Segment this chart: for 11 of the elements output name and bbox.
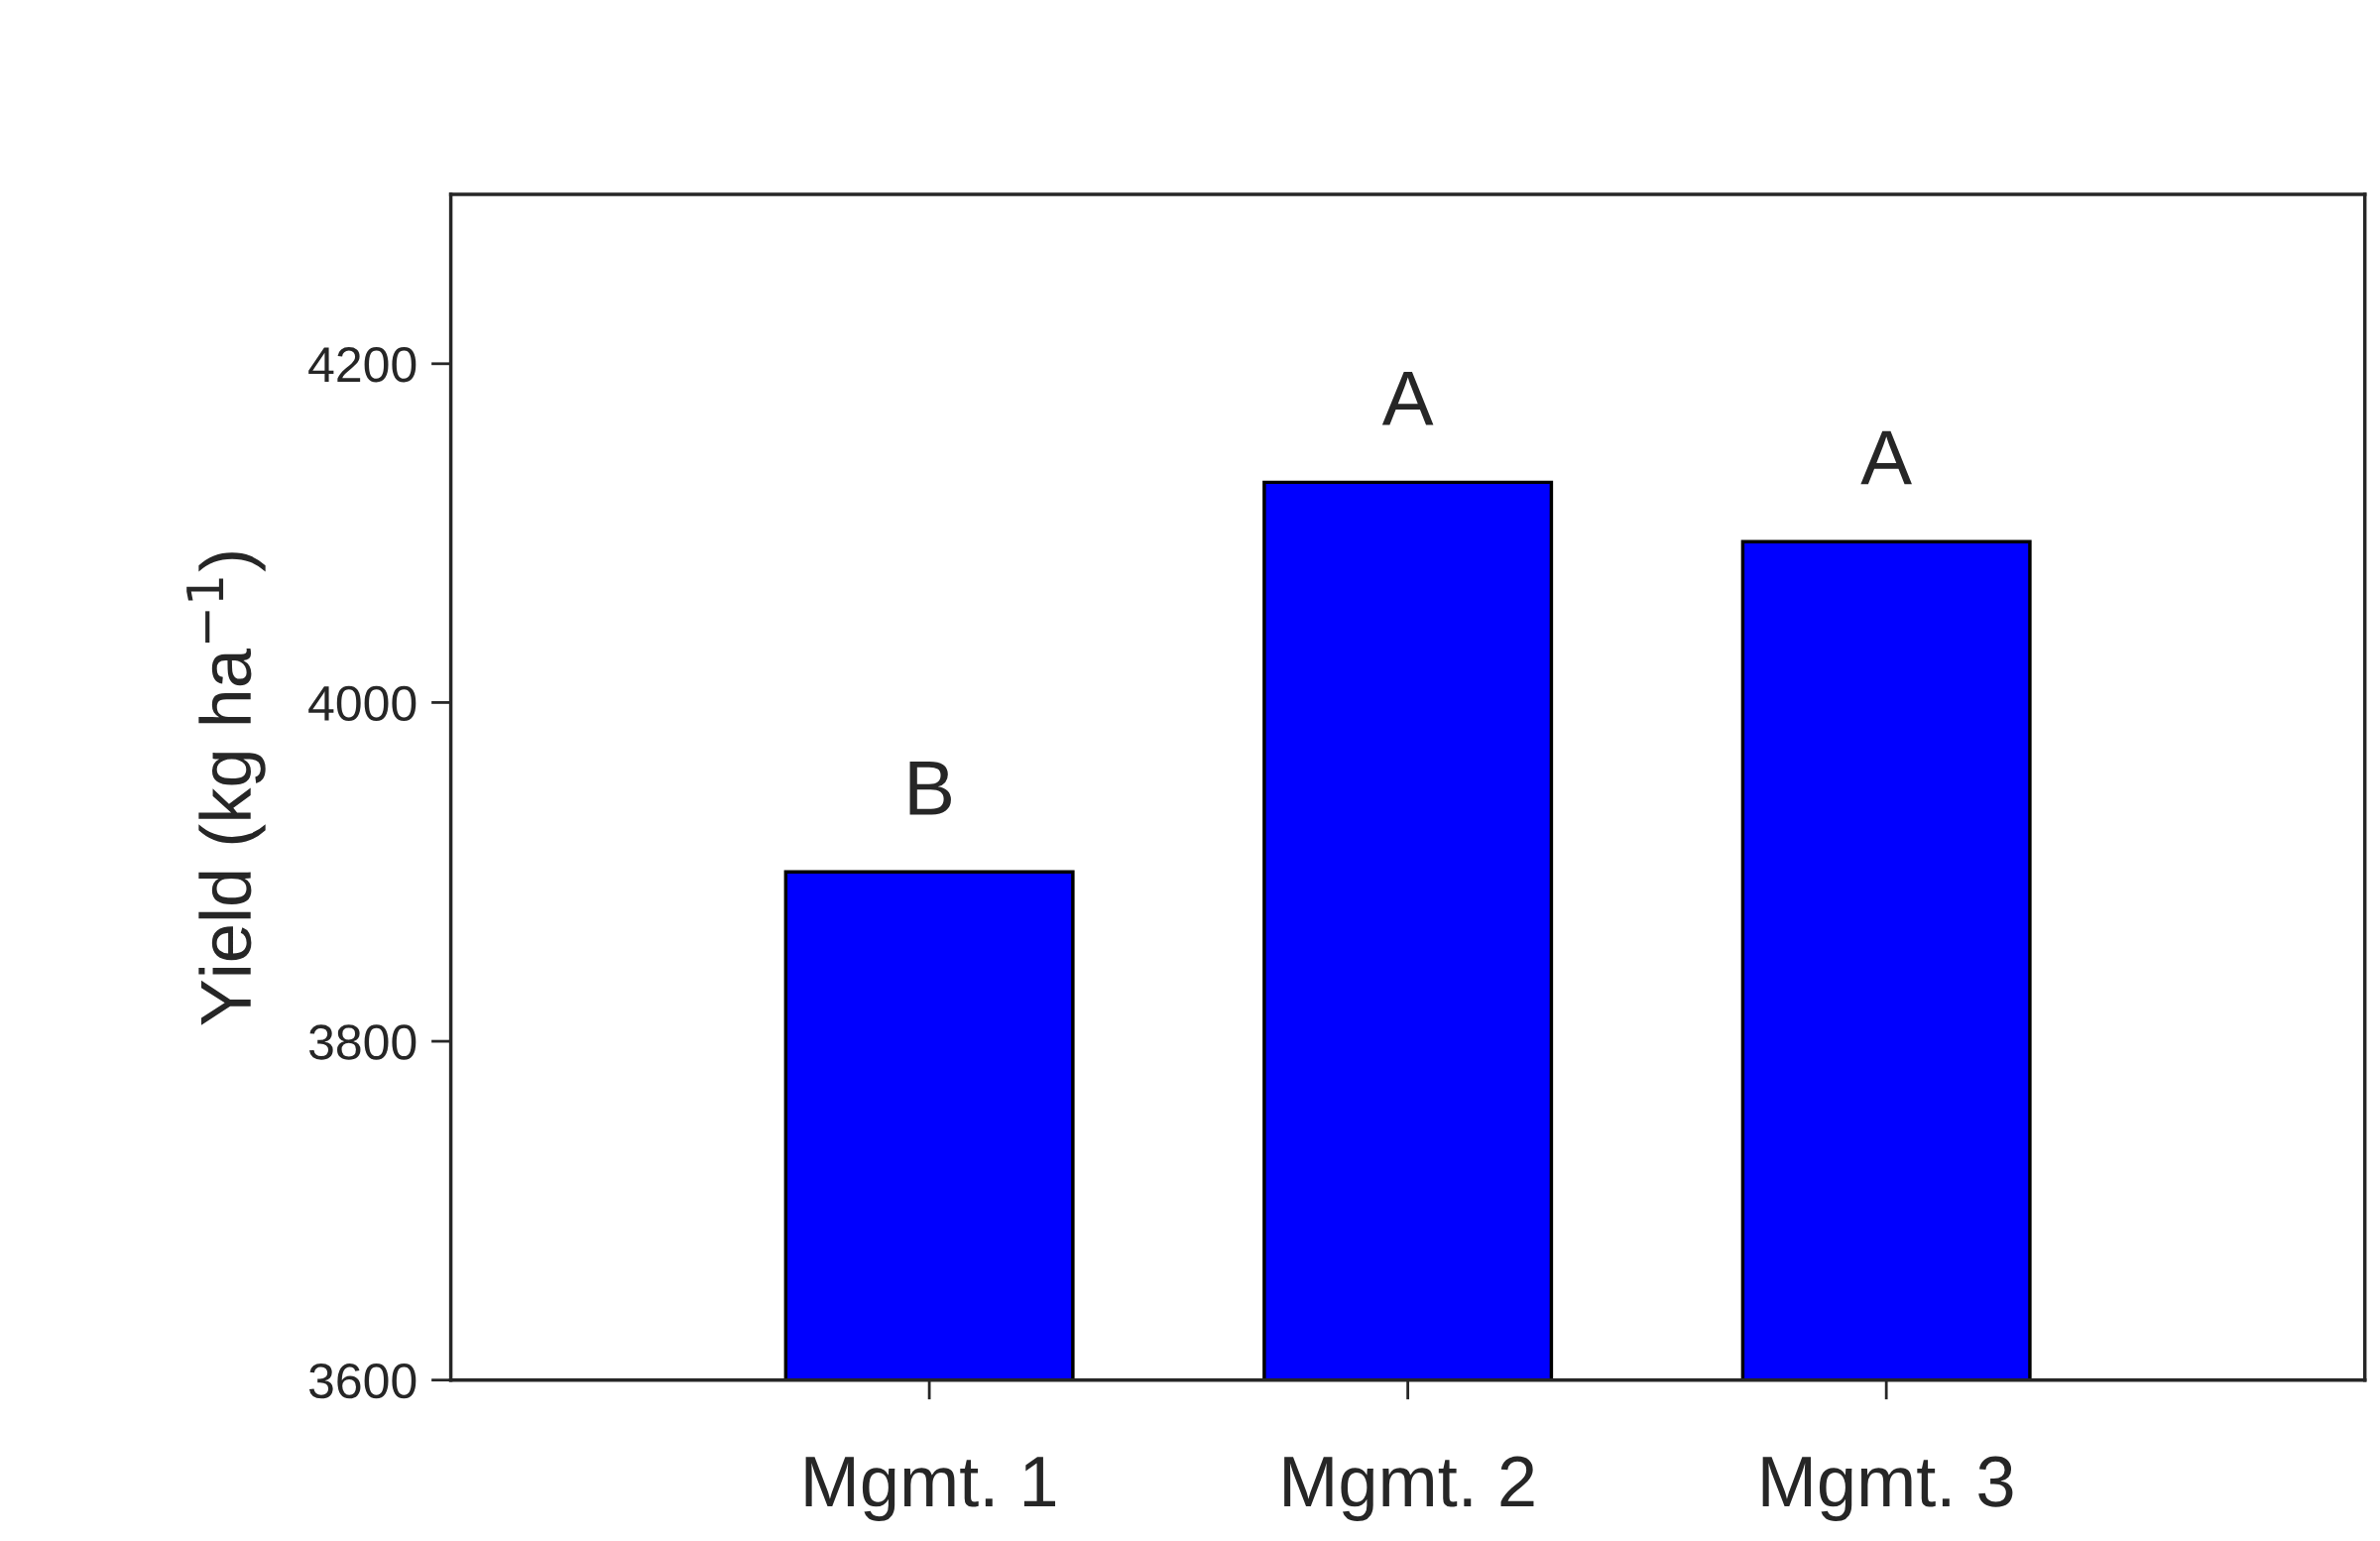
annotation: A <box>1381 372 1434 425</box>
y-tick-label: 3600 <box>308 1363 416 1399</box>
x-tick-label: Mgmt. 1 <box>805 1457 1056 1522</box>
y-tick-label: 4200 <box>308 347 416 383</box>
x-tick-label: Mgmt. 2 <box>1284 1456 1534 1522</box>
y-axis-title: Yield (kg ha$^{−1}$) <box>186 552 266 1025</box>
annotation: A <box>1860 430 1912 485</box>
y-tick-label: 3800 <box>308 1024 416 1060</box>
x-tick-label: Mgmt. 3 <box>1762 1456 2013 1522</box>
annotation: B <box>909 761 951 815</box>
y-tick-label: 4000 <box>308 685 416 722</box>
